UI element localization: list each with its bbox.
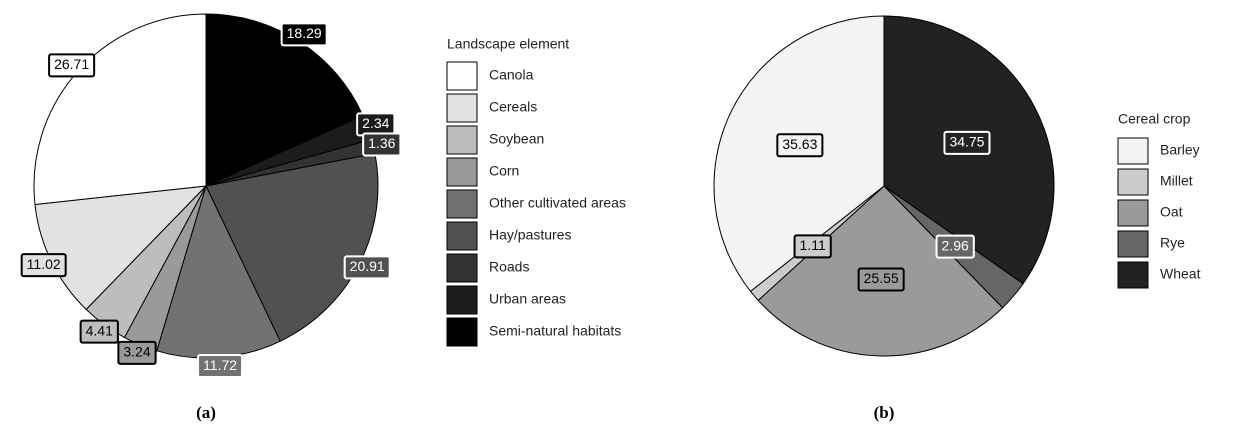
legend-swatch [446, 125, 478, 155]
data-label: 20.91 [350, 258, 385, 274]
legend-label: Hay/pastures [489, 227, 571, 243]
data-label: 2.96 [942, 237, 969, 253]
data-label-box [117, 340, 157, 365]
legend-swatch [446, 285, 478, 315]
data-label: 34.75 [949, 134, 984, 150]
legend-swatch [1117, 199, 1149, 227]
legend-swatch [1117, 230, 1149, 258]
data-label: 11.02 [27, 256, 61, 272]
legend-label: Rye [1160, 235, 1185, 251]
legend-swatch [446, 253, 478, 283]
legend-label: Other cultivated areas [489, 195, 626, 211]
data-label-box [20, 253, 67, 278]
data-label-box [79, 319, 119, 344]
legend-label: Semi-natural habitats [489, 323, 621, 339]
data-label: 3.24 [123, 344, 150, 360]
data-label: 18.29 [287, 25, 322, 41]
legend-swatch [1117, 137, 1149, 165]
legend-swatch [446, 221, 478, 251]
legend-label: Canola [489, 67, 534, 83]
caption: (a) [196, 403, 216, 422]
data-label: 4.41 [86, 322, 113, 338]
legend-swatch [446, 189, 478, 219]
legend-label: Oat [1160, 204, 1183, 220]
legend-swatch [446, 61, 478, 91]
legend-label: Soybean [489, 131, 544, 147]
data-label-box [280, 22, 328, 47]
legend-label: Barley [1160, 142, 1200, 158]
legend-label: Cereals [489, 99, 537, 115]
data-label: 2.34 [362, 115, 389, 131]
data-label-box [48, 53, 96, 78]
data-label-box [943, 130, 991, 155]
pie-slice [33, 13, 207, 205]
data-label-box [776, 133, 824, 158]
legend-swatch [1117, 261, 1149, 289]
legend-label: Roads [489, 259, 529, 275]
caption: (b) [874, 403, 895, 422]
data-label: 1.11 [800, 237, 826, 253]
data-label-box [793, 234, 832, 259]
legend-title: Landscape element [447, 36, 569, 52]
legend-label: Urban areas [489, 291, 566, 307]
legend-swatch [1117, 168, 1149, 196]
data-label: 1.36 [368, 135, 395, 151]
data-label-box [362, 132, 402, 157]
data-label: 11.72 [203, 357, 237, 373]
data-label-box [857, 267, 905, 292]
legend-label: Millet [1160, 173, 1193, 189]
legend-label: Wheat [1160, 266, 1201, 282]
data-label-box [343, 255, 391, 280]
data-label-box [197, 354, 244, 379]
legend-label: Corn [489, 163, 519, 179]
data-label: 35.63 [782, 136, 817, 152]
data-label: 26.71 [54, 56, 89, 72]
legend-title: Cereal crop [1118, 111, 1191, 127]
data-label: 25.55 [864, 270, 899, 286]
legend-swatch [446, 93, 478, 123]
legend-swatch [446, 157, 478, 187]
data-label-box [935, 234, 975, 259]
legend-swatch [446, 317, 478, 347]
